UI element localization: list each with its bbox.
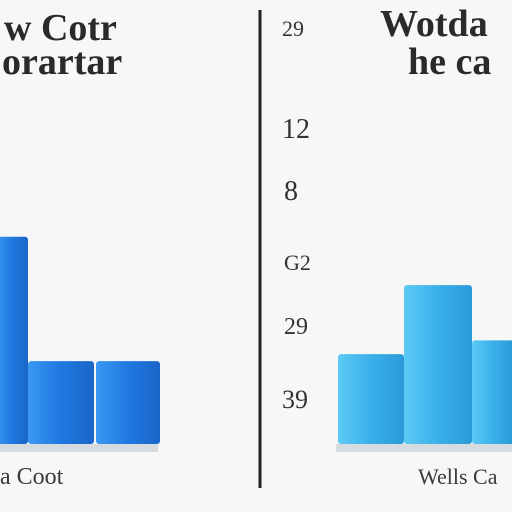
tick-label: 29 bbox=[284, 314, 308, 340]
tick-label: 12 bbox=[282, 114, 310, 145]
right-bars-group bbox=[338, 285, 512, 444]
right-bar bbox=[404, 285, 472, 444]
right-chart-title-line-1: Wotda bbox=[380, 3, 488, 45]
tick-label: 8 bbox=[284, 176, 298, 207]
right-chart-title-line-2: he ca bbox=[408, 41, 491, 83]
tick-label: G2 bbox=[284, 250, 311, 275]
tick-label: 29 bbox=[282, 16, 304, 41]
left-bars-group bbox=[0, 236, 160, 444]
right-bar bbox=[338, 354, 404, 444]
left-x-axis-label: a Coot bbox=[0, 464, 64, 490]
left-bar bbox=[28, 361, 94, 444]
tick-label: 39 bbox=[282, 385, 308, 414]
right-bar bbox=[472, 340, 512, 444]
left-baseline bbox=[0, 444, 158, 452]
right-x-axis-label: Wells Ca bbox=[418, 464, 498, 489]
left-chart-title-line-2: orartar bbox=[2, 41, 122, 83]
left-bar bbox=[96, 361, 160, 444]
right-baseline bbox=[336, 444, 512, 452]
left-chart-title-line-1: w Cotr bbox=[4, 7, 117, 49]
left-bar bbox=[0, 236, 28, 444]
